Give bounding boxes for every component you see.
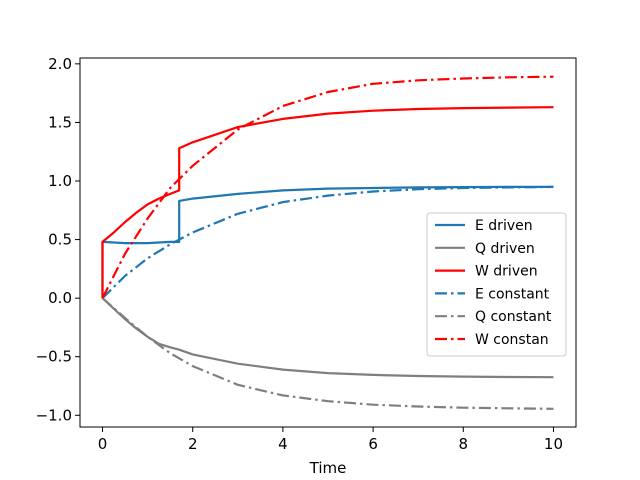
x-tick-label: 10	[544, 435, 563, 453]
legend: E driven Q driven W driven E constant Q cons…	[426, 212, 567, 357]
y-tick-label: −0.5	[36, 348, 72, 366]
plot-lines	[101, 75, 554, 410]
legend-label: Q constant	[475, 309, 552, 325]
legend-label: W constan	[475, 332, 549, 348]
series-line-w-constan	[101, 75, 554, 299]
x-tick-label: 6	[368, 435, 378, 453]
y-tick-label: 0.0	[48, 289, 72, 307]
legend-label: W driven	[475, 264, 538, 280]
series-line-e-driven	[101, 185, 554, 299]
series-line-w-driven	[101, 106, 554, 299]
plot-frame	[79, 57, 577, 428]
y-tick-label: 1.0	[48, 172, 72, 190]
legend-label: Q driven	[475, 241, 535, 257]
x-tick-label: 0	[98, 435, 108, 453]
y-tick-label: 2.0	[48, 55, 72, 73]
series-line-e-constant	[101, 185, 554, 299]
y-tick-label: −1.0	[36, 406, 72, 424]
x-axis-label: Time	[309, 459, 347, 477]
x-tick-label: 8	[458, 435, 468, 453]
legend-label: E constant	[475, 286, 550, 302]
x-tick-label: 2	[188, 435, 198, 453]
x-tick-label: 4	[278, 435, 288, 453]
legend-label: E driven	[475, 218, 533, 234]
y-axis: −1.0 −0.5 0.0 0.5 1.0 1.5 2.0	[36, 55, 80, 424]
x-axis: 0 2 4 6 8 10	[98, 427, 563, 453]
y-tick-label: 0.5	[48, 231, 72, 249]
series-line-q-constant	[101, 297, 554, 410]
y-tick-label: 1.5	[48, 113, 72, 131]
